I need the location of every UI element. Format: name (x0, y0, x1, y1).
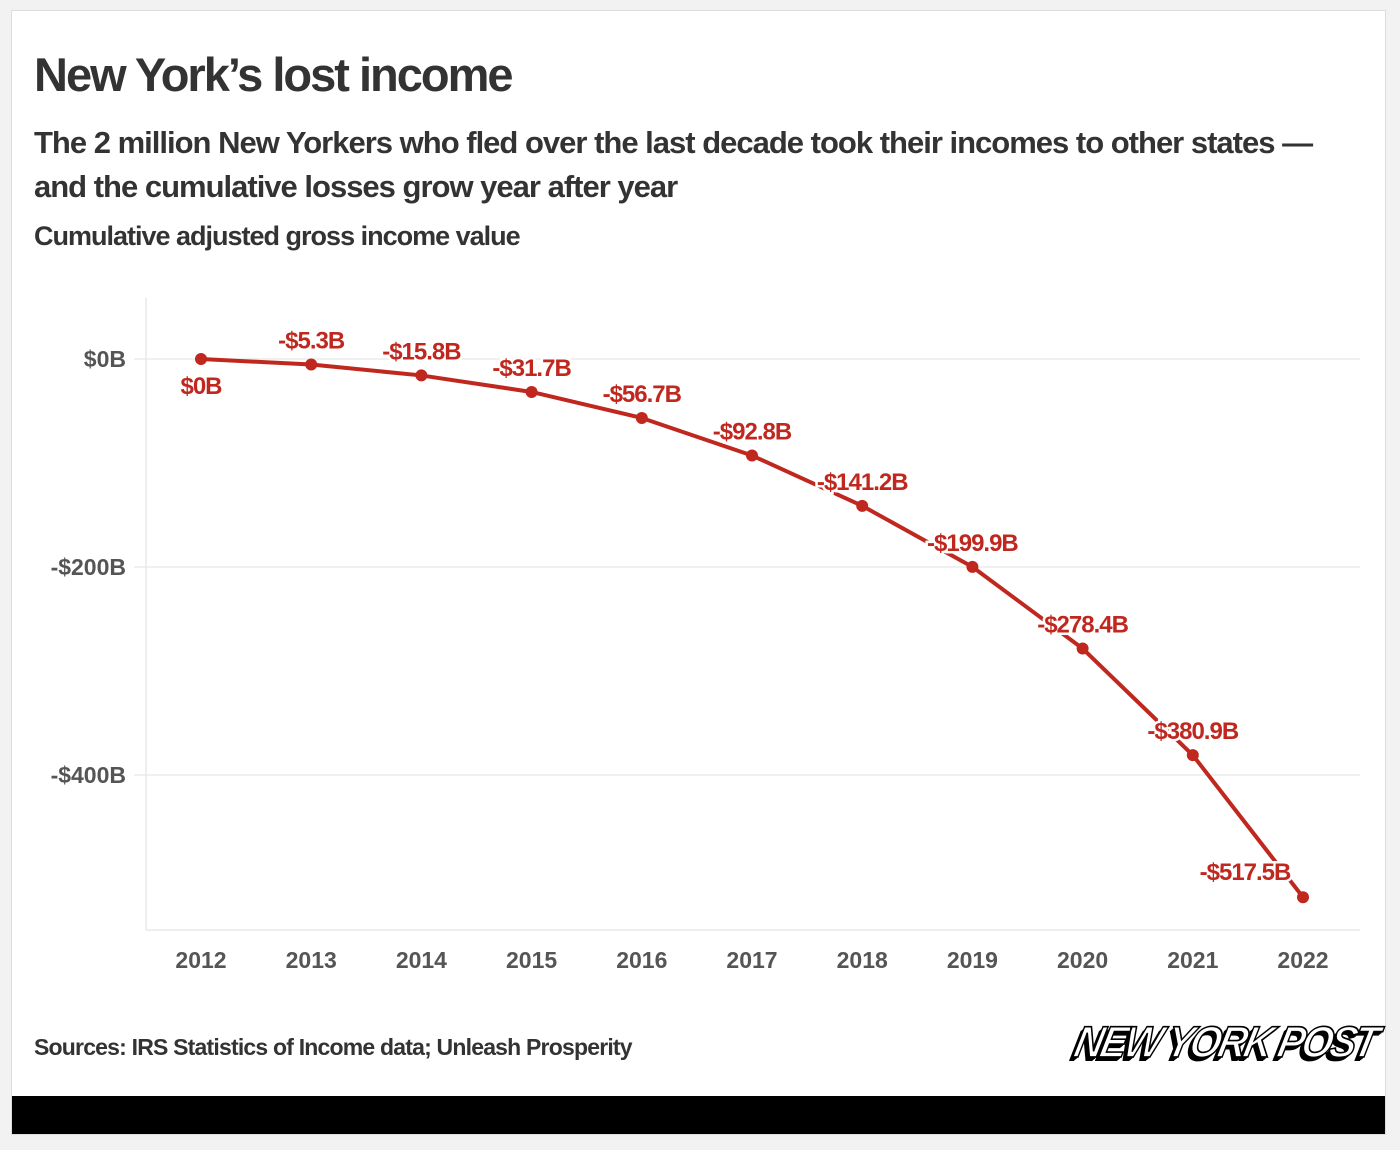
data-label: -$15.8B (382, 338, 461, 365)
x-tick-label: 2012 (175, 947, 226, 973)
chart-subtitle: The 2 million New Yorkers who fled over … (34, 125, 1313, 204)
x-tick-label: 2022 (1277, 947, 1328, 973)
x-tick-label: 2017 (726, 947, 777, 973)
data-point (525, 385, 538, 398)
data-point (856, 499, 869, 512)
data-label: -$517.5B (1200, 859, 1291, 886)
x-tick-label: 2018 (837, 947, 888, 973)
unit-label: Cumulative adjusted gross income value (34, 221, 521, 251)
footer-bar (12, 1096, 1385, 1134)
x-tick-label: 2014 (396, 947, 447, 973)
data-label: -$92.8B (713, 419, 792, 446)
data-point (305, 358, 318, 371)
data-label: -$56.7B (603, 381, 682, 408)
data-point (1076, 642, 1089, 655)
x-tick-label: 2019 (947, 947, 998, 973)
data-label: -$380.9B (1147, 718, 1238, 745)
x-tick-label: 2015 (506, 947, 557, 973)
y-tick-label: -$400B (51, 762, 126, 788)
chart-card: New York’s lost income The 2 million New… (11, 10, 1386, 1135)
data-label: -$141.2B (817, 469, 908, 496)
data-point (635, 411, 648, 424)
y-tick-label: -$200B (51, 554, 126, 580)
source-note: Sources: IRS Statistics of Income data; … (34, 1034, 633, 1060)
data-label: -$199.9B (927, 530, 1018, 557)
x-tick-label: 2021 (1167, 947, 1218, 973)
data-point (746, 449, 758, 462)
data-label: $0B (180, 373, 222, 400)
data-point (1186, 749, 1199, 762)
data-label: -$278.4B (1037, 612, 1128, 639)
x-tick-label: 2020 (1057, 947, 1108, 973)
x-tick-label: 2013 (286, 947, 337, 973)
chart-title: New York’s lost income (34, 48, 514, 101)
data-point (195, 353, 207, 365)
data-label: -$31.7B (492, 355, 571, 382)
data-point (966, 560, 979, 573)
y-tick-label: $0B (84, 346, 126, 372)
x-tick-label: 2016 (616, 947, 667, 973)
data-label: -$5.3B (278, 328, 345, 355)
data-point (1297, 891, 1309, 904)
data-point (415, 369, 428, 382)
